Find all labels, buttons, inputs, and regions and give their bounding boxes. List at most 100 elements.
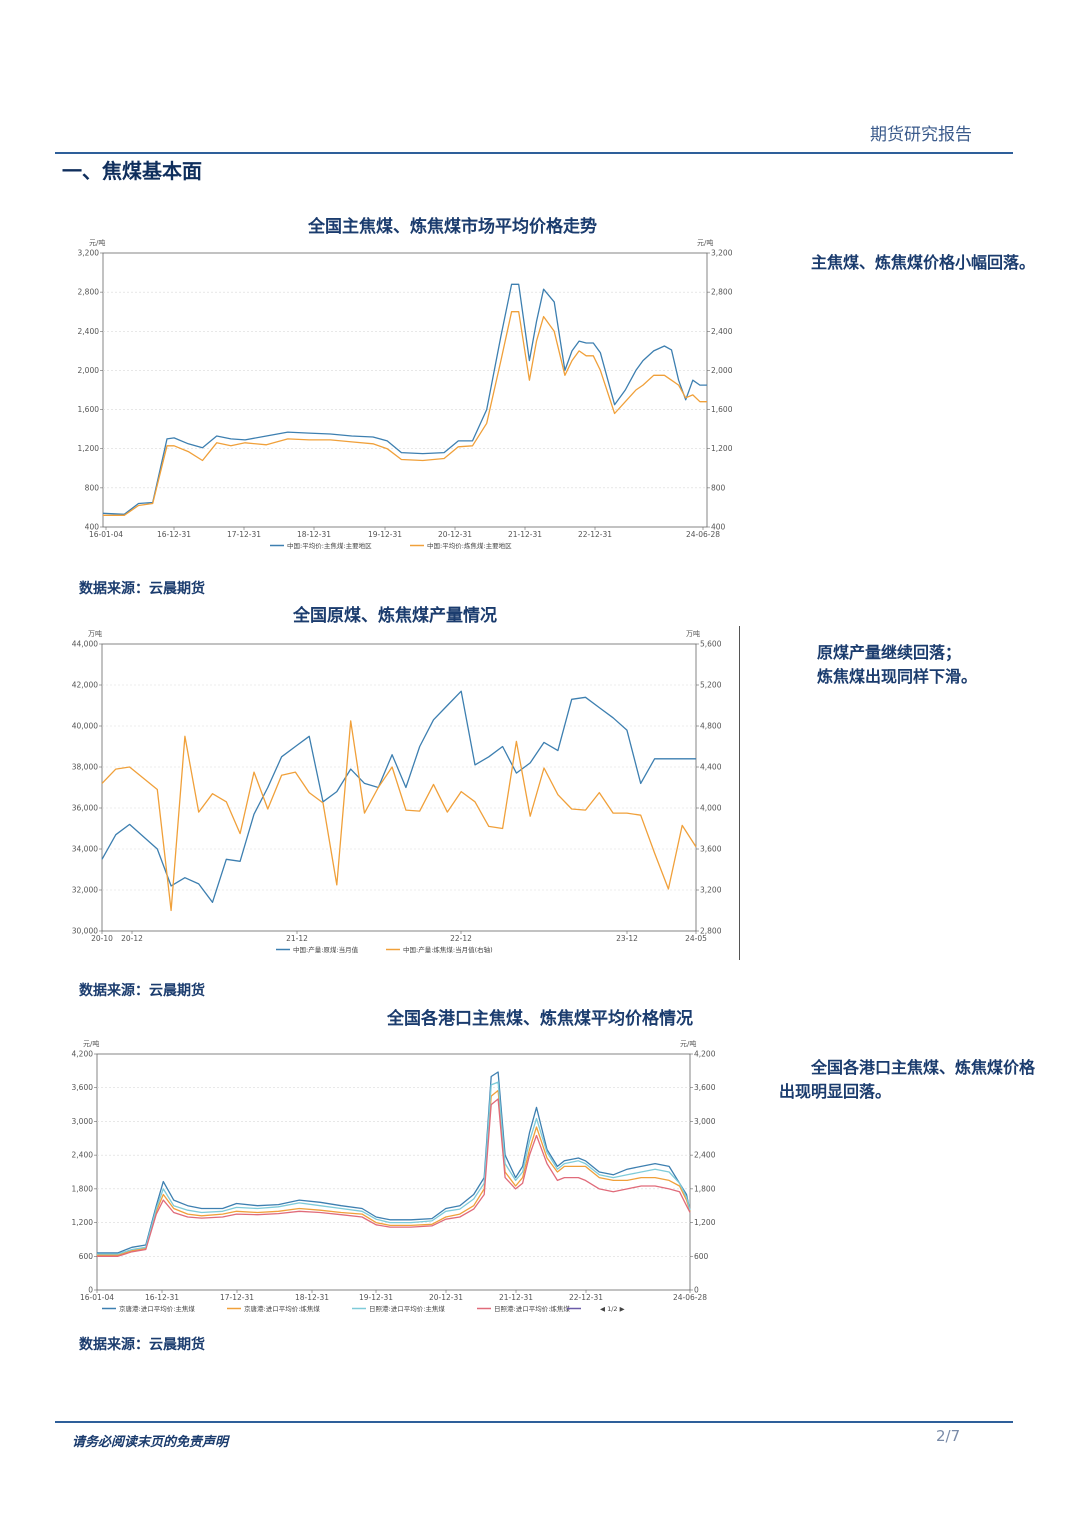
y-tick-label-right: 2,400 [694,1151,716,1160]
y-tick-label-left: 38,000 [72,763,98,772]
y-tick-label-left: 44,000 [72,640,98,649]
y-tick-label-right: 5,600 [700,640,722,649]
y-tick-label-right: 3,600 [694,1083,716,1092]
y-tick-label-right: 2,000 [711,366,733,375]
series-line-3 [97,1081,691,1255]
y-tick-label-right: 4,000 [700,804,722,813]
x-tick-label: 20-12-31 [429,1293,463,1302]
left-unit-label: 元/吨 [83,1039,99,1048]
plot-frame [102,252,708,528]
chart-3-port-price: 元/吨 元/吨 0 0 600 600 1,200 1,200 1,800 1,800 2,400 2… [72,1039,716,1313]
y-tick-label-right: 4,800 [700,722,722,731]
y-tick-label-left: 800 [85,483,100,492]
chart-2-note-line-2: 炼焦煤出现同样下滑。 [817,667,978,686]
x-tick-label: 16-01-04 [89,530,123,539]
chart-3-source: 数据来源：云晨期货 [79,1337,205,1353]
chart-2-note-line-1: 原煤产量继续回落； [817,643,962,662]
plot-frame [96,1053,691,1291]
x-tick-label: 20-12-31 [438,530,472,539]
y-tick-label-left: 0 [88,1286,93,1295]
header-rule [55,152,1013,154]
chart-2-title: 全国原煤、炼焦煤产量情况 [293,606,497,626]
page-number: 2/7 [936,1427,961,1445]
legend-label-4: 日照港:进口平均价:炼焦煤 [494,1304,570,1313]
y-tick-label-left: 42,000 [72,681,98,690]
y-tick-label-left: 34,000 [72,845,98,854]
x-tick-label: 21-12-31 [508,530,542,539]
y-tick-label-left: 2,800 [78,288,100,297]
x-tick-label: 22-12-31 [569,1293,603,1302]
y-tick-label-left: 36,000 [72,804,98,813]
y-tick-label-left: 2,400 [72,1151,94,1160]
x-tick-label: 16-12-31 [157,530,191,539]
legend-label-1: 中国:产量:原煤:当月值 [293,945,359,954]
x-tick-label: 18-12-31 [295,1293,329,1302]
chart-2-note: 原煤产量继续回落； 炼焦煤出现同样下滑。 [779,641,1041,689]
chart-2-output: 万吨 万吨 30,000 2,800 32,000 3,200 34,000 3,600 36,… [72,629,722,954]
plot-frame [101,643,697,932]
y-tick-label-left: 30,000 [72,927,98,936]
y-tick-label-right: 3,200 [700,886,722,895]
y-tick-label-right: 2,400 [711,327,733,336]
y-tick-label-right: 5,200 [700,681,722,690]
x-tick-label: 16-12-31 [145,1293,179,1302]
y-tick-label-left: 2,400 [78,327,100,336]
disclaimer[interactable]: 请务必阅读末页的免责声明 [72,1435,229,1450]
x-tick-label: 24-05 [685,934,707,943]
chart-2-source: 数据来源：云晨期货 [79,983,205,999]
x-tick-label: 20-12 [121,934,143,943]
x-tick-label: 18-12-31 [297,530,331,539]
y-tick-label-right: 800 [711,483,726,492]
y-tick-label-right: 1,200 [711,444,733,453]
y-tick-label-right: 3,200 [711,249,733,258]
y-tick-label-left: 1,200 [72,1218,94,1227]
x-tick-label: 21-12 [286,934,308,943]
legend-label-2: 中国:产量:炼焦煤:当月值(右轴) [403,945,493,954]
chart-2-divider [739,626,740,960]
section-title: 一、焦煤基本面 [62,159,202,183]
y-tick-label-left: 2,000 [78,366,100,375]
x-tick-label: 22-12-31 [578,530,612,539]
legend-label-1: 中国:平均价:主焦煤:主要地区 [287,541,372,550]
y-tick-label-right: 2,800 [711,288,733,297]
y-tick-label-right: 0 [694,1286,699,1295]
x-tick-label: 22-12 [450,934,472,943]
y-tick-label-right: 1,800 [694,1184,716,1193]
right-unit-label: 元/吨 [680,1039,696,1048]
x-tick-label: 17-12-31 [220,1293,254,1302]
y-tick-label-right: 4,400 [700,763,722,772]
x-tick-label: 20-10 [91,934,113,943]
series-line-2 [97,1089,691,1256]
x-tick-label: 19-12-31 [368,530,402,539]
chart-3-note: 全国各港口主焦煤、炼焦煤价格出现明显回落。 [779,1058,1036,1101]
y-tick-label-left: 4,200 [72,1050,94,1059]
legend-label-1: 京唐港:进口平均价:主焦煤 [119,1304,195,1313]
y-tick-label-left: 600 [79,1252,94,1261]
report-type: 期货研究报告 [870,125,972,145]
y-tick-label-right: 4,200 [694,1050,716,1059]
series-line-1 [97,1071,691,1254]
series-line-2 [101,720,697,912]
series-line-4 [97,1098,691,1257]
y-tick-label-left: 3,600 [72,1083,94,1092]
x-tick-label: 24-06-28 [673,1293,707,1302]
y-tick-label-right: 600 [694,1252,709,1261]
series-line-1 [102,283,707,515]
x-tick-label: 21-12-31 [499,1293,533,1302]
y-tick-label-left: 1,800 [72,1184,94,1193]
legend-label-3: 日照港:进口平均价:主焦煤 [369,1304,445,1313]
x-tick-label: 19-12-31 [359,1293,393,1302]
right-unit-label: 元/吨 [697,238,713,247]
y-tick-label-right: 400 [711,523,726,532]
footer-rule [55,1421,1013,1423]
legend-page-indicator: ◀ 1/2 ▶ [600,1305,625,1313]
y-tick-label-left: 1,600 [78,405,100,414]
chart-1-title: 全国主焦煤、炼焦煤市场平均价格走势 [308,217,597,237]
chart-3-title: 全国各港口主焦煤、炼焦煤平均价格情况 [387,1009,693,1029]
y-tick-label-left: 40,000 [72,722,98,731]
left-unit-label: 万吨 [88,629,102,638]
y-tick-label-left: 400 [85,523,100,532]
chart-1-note: 主焦煤、炼焦煤价格小幅回落。 [811,253,1036,272]
right-unit-label: 万吨 [686,629,700,638]
x-tick-label: 17-12-31 [227,530,261,539]
